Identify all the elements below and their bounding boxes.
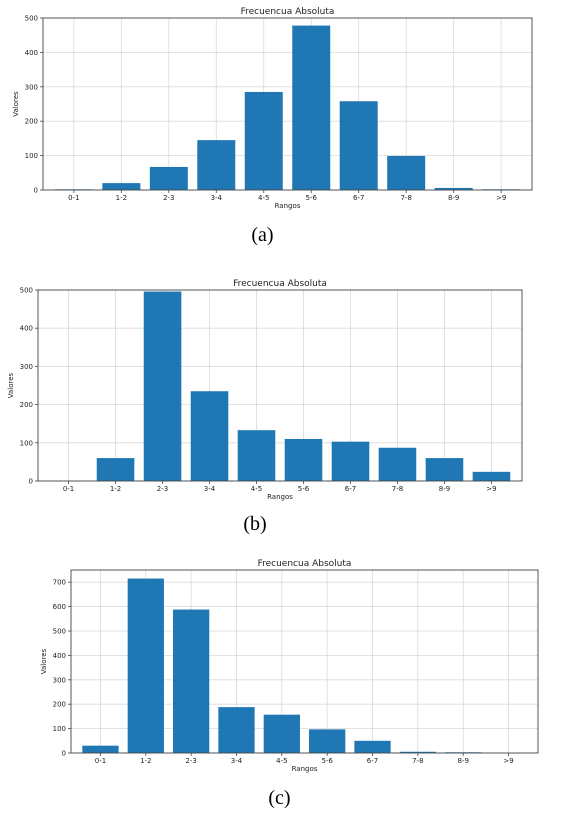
x-tick-label: 2-3 xyxy=(185,757,196,765)
y-tick-label: 500 xyxy=(53,628,66,636)
x-tick-label: 4-5 xyxy=(258,194,269,202)
y-tick-label: 0 xyxy=(62,750,66,758)
bar-4-5 xyxy=(263,714,300,753)
chart-3: 0 100 200 300 400 500 600 700 0-1 1-2 2-3 3-4 4-5 5-6… xyxy=(40,559,539,773)
x-tick-label: 5-6 xyxy=(306,194,318,202)
chart-title: Frecuencua Absoluta xyxy=(258,559,352,569)
y-tick-label: 400 xyxy=(25,49,38,57)
bar-0-1 xyxy=(82,745,119,753)
panel-label: (b) xyxy=(243,513,266,535)
y-tick-label: 300 xyxy=(25,83,38,91)
x-tick-label: 6-7 xyxy=(353,194,364,202)
x-axis-label: Rangos xyxy=(267,493,293,501)
bar-6-7 xyxy=(339,101,378,190)
y-tick-label: 100 xyxy=(25,152,38,160)
x-tick-label: 5-6 xyxy=(321,757,333,765)
x-tick-label: 2-3 xyxy=(163,194,174,202)
y-axis-label: Valores xyxy=(7,372,15,398)
bar-7-8 xyxy=(387,155,426,190)
bar-3-4 xyxy=(190,391,229,481)
bar-8-9 xyxy=(425,458,464,481)
y-tick-label: 0 xyxy=(29,478,33,486)
x-tick-label: 8-9 xyxy=(439,485,450,493)
y-tick-label: 600 xyxy=(53,603,66,611)
y-tick-label: 300 xyxy=(53,676,66,684)
x-tick-label: 3-4 xyxy=(231,757,243,765)
bottom-text-fragment: … … … … … xyxy=(227,805,335,816)
plot-frame xyxy=(70,569,539,754)
x-tick-label: 7-8 xyxy=(412,757,423,765)
plot-frame xyxy=(42,17,533,191)
x-tick-label: 0-1 xyxy=(68,194,79,202)
bar-8-9 xyxy=(434,187,473,190)
bar->9 xyxy=(472,471,511,481)
y-tick-label: 200 xyxy=(20,401,33,409)
y-tick-label: 200 xyxy=(53,701,66,709)
x-tick-label: 5-6 xyxy=(298,485,310,493)
x-tick-label: 4-5 xyxy=(251,485,262,493)
x-tick-label: 1-2 xyxy=(116,194,127,202)
bar-6-7 xyxy=(354,740,391,753)
chart-title: Frecuencua Absoluta xyxy=(233,279,327,289)
bar-7-8 xyxy=(399,751,436,753)
y-tick-label: 100 xyxy=(20,439,33,447)
bar-3-4 xyxy=(218,707,255,753)
x-tick-label: 1-2 xyxy=(110,485,121,493)
x-tick-label: 0-1 xyxy=(95,757,106,765)
x-tick-label: >9 xyxy=(496,194,506,202)
chart-1: 0 100 200 300 400 500 0-1 1-2 2-3 3-4 4-5 5-6 6-7 7-8… xyxy=(12,7,533,210)
x-tick-label: 2-3 xyxy=(157,485,168,493)
bar-1-2 xyxy=(127,578,164,753)
x-tick-label: 1-2 xyxy=(140,757,151,765)
x-tick-label: 7-8 xyxy=(392,485,403,493)
bar-3-4 xyxy=(197,140,236,190)
bar-6-7 xyxy=(331,441,370,481)
bar-2-3 xyxy=(149,166,188,190)
bar-2-3 xyxy=(143,291,182,481)
x-tick-label: 8-9 xyxy=(457,757,468,765)
y-tick-label: 400 xyxy=(53,652,66,660)
y-axis-label: Valores xyxy=(12,91,20,117)
plot-frame xyxy=(37,289,523,482)
x-tick-label: 6-7 xyxy=(367,757,378,765)
x-tick-label: 3-4 xyxy=(211,194,223,202)
x-tick-label: 8-9 xyxy=(448,194,459,202)
bar-4-5 xyxy=(244,91,283,190)
bar-7-8 xyxy=(378,447,417,481)
chart-2: 0 100 200 300 400 500 0-1 1-2 2-3 3-4 4-5 5-6 6-7 7-8… xyxy=(7,279,523,501)
panel-label: (a) xyxy=(251,224,273,246)
x-axis-label: Rangos xyxy=(275,202,301,210)
x-tick-label: 3-4 xyxy=(204,485,216,493)
y-tick-label: 700 xyxy=(53,579,66,587)
bar-2-3 xyxy=(173,609,210,753)
y-tick-label: 500 xyxy=(25,15,38,23)
x-tick-label: 6-7 xyxy=(345,485,356,493)
panel-label: (c) xyxy=(268,787,290,809)
y-tick-label: 200 xyxy=(25,118,38,126)
y-tick-label: 400 xyxy=(20,325,33,333)
y-tick-label: 500 xyxy=(20,287,33,295)
bar-5-6 xyxy=(284,438,323,481)
x-tick-label: >9 xyxy=(503,757,513,765)
x-axis-label: Rangos xyxy=(292,765,318,773)
y-axis-label: Valores xyxy=(40,648,48,674)
bar-5-6 xyxy=(309,729,346,753)
x-tick-label: 7-8 xyxy=(400,194,411,202)
chart-title: Frecuencua Absoluta xyxy=(241,7,335,17)
y-tick-label: 100 xyxy=(53,725,66,733)
bar-1-2 xyxy=(102,183,141,190)
bar-5-6 xyxy=(292,25,331,191)
y-tick-label: 300 xyxy=(20,363,33,371)
x-tick-label: 4-5 xyxy=(276,757,287,765)
bar-1-2 xyxy=(96,458,135,481)
bar-4-5 xyxy=(237,430,276,481)
x-tick-label: 0-1 xyxy=(63,485,74,493)
y-tick-label: 0 xyxy=(34,187,38,195)
x-tick-label: >9 xyxy=(486,485,496,493)
